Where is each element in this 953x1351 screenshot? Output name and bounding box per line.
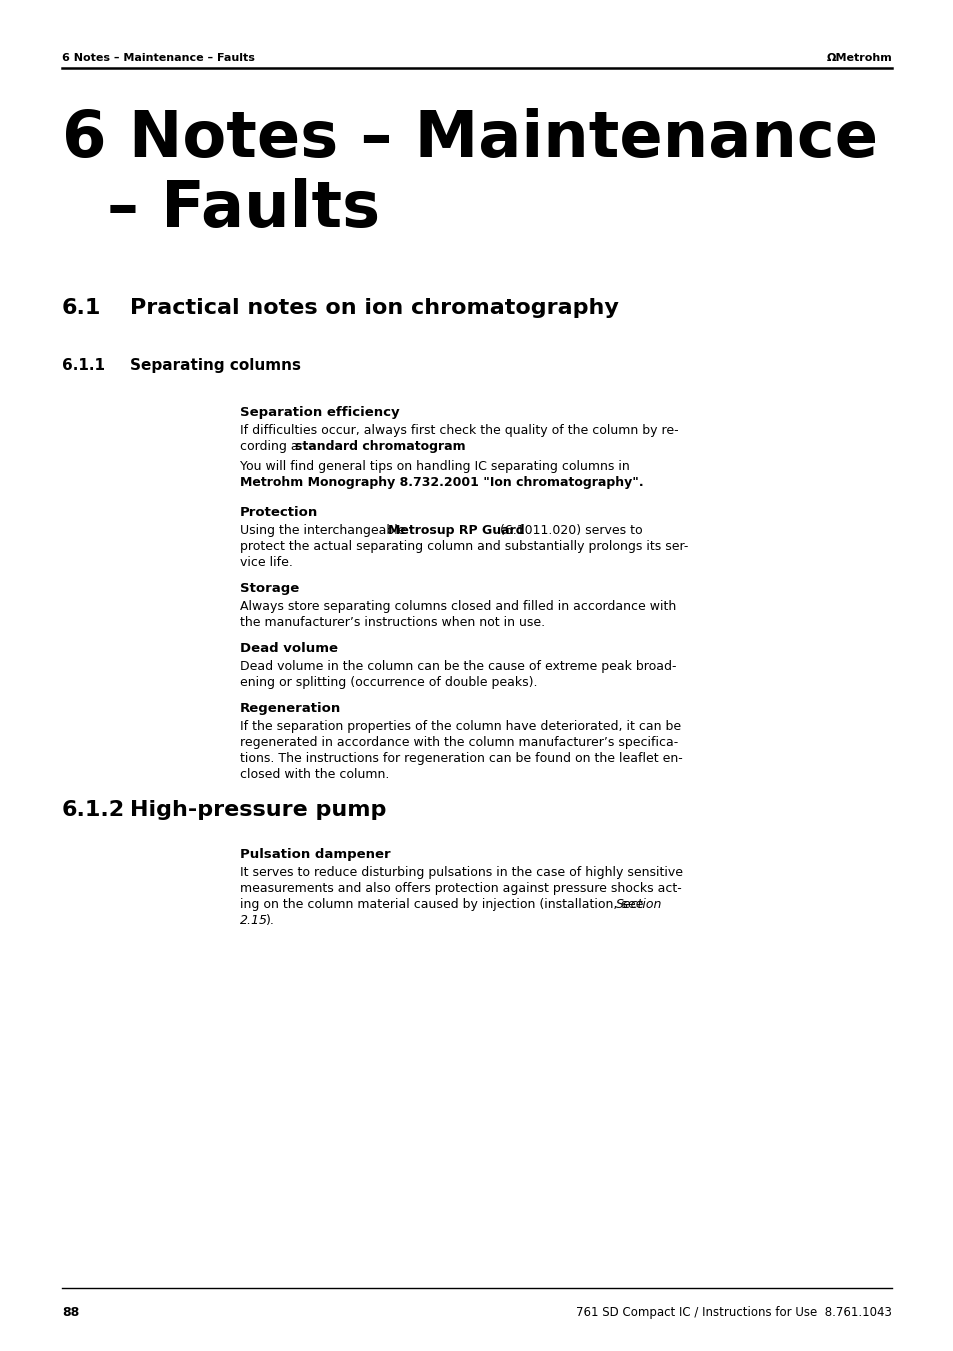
Text: .: . [433, 440, 436, 453]
Text: Always store separating columns closed and filled in accordance with: Always store separating columns closed a… [240, 600, 676, 613]
Text: It serves to reduce disturbing pulsations in the case of highly sensitive: It serves to reduce disturbing pulsation… [240, 866, 682, 880]
Text: High-pressure pump: High-pressure pump [130, 800, 386, 820]
Text: ).: ). [266, 915, 274, 927]
Text: Separating columns: Separating columns [130, 358, 301, 373]
Text: Pulsation dampener: Pulsation dampener [240, 848, 390, 861]
Text: If the separation properties of the column have deteriorated, it can be: If the separation properties of the colu… [240, 720, 680, 734]
Text: ing on the column material caused by injection (installation, see: ing on the column material caused by inj… [240, 898, 647, 911]
Text: closed with the column.: closed with the column. [240, 767, 389, 781]
Text: Metrosup RP Guard: Metrosup RP Guard [388, 524, 524, 536]
Text: Regeneration: Regeneration [240, 703, 341, 715]
Text: 88: 88 [62, 1306, 79, 1319]
Text: You will find general tips on handling IC separating columns in: You will find general tips on handling I… [240, 459, 629, 473]
Text: Protection: Protection [240, 507, 318, 519]
Text: 6.1.1: 6.1.1 [62, 358, 105, 373]
Text: 6.1: 6.1 [62, 299, 101, 317]
Text: Metrohm Monography 8.732.2001 "Ion chromatography".: Metrohm Monography 8.732.2001 "Ion chrom… [240, 476, 643, 489]
Text: 2.15: 2.15 [240, 915, 268, 927]
Text: Separation efficiency: Separation efficiency [240, 407, 399, 419]
Text: regenerated in accordance with the column manufacturer’s specifica-: regenerated in accordance with the colum… [240, 736, 678, 748]
Text: protect the actual separating column and substantially prolongs its ser-: protect the actual separating column and… [240, 540, 688, 553]
Text: (6.1011.020) serves to: (6.1011.020) serves to [496, 524, 642, 536]
Text: If difficulties occur, always first check the quality of the column by re-: If difficulties occur, always first chec… [240, 424, 678, 436]
Text: measurements and also offers protection against pressure shocks act-: measurements and also offers protection … [240, 882, 681, 894]
Text: ΩMetrohm: ΩMetrohm [825, 53, 891, 63]
Text: 6 Notes – Maintenance: 6 Notes – Maintenance [62, 108, 877, 170]
Text: Dead volume: Dead volume [240, 642, 337, 655]
Text: cording a: cording a [240, 440, 302, 453]
Text: Section: Section [616, 898, 661, 911]
Text: the manufacturer’s instructions when not in use.: the manufacturer’s instructions when not… [240, 616, 544, 630]
Text: vice life.: vice life. [240, 557, 293, 569]
Text: standard chromatogram: standard chromatogram [294, 440, 465, 453]
Text: 761 SD Compact IC / Instructions for Use  8.761.1043: 761 SD Compact IC / Instructions for Use… [576, 1306, 891, 1319]
Text: Storage: Storage [240, 582, 299, 594]
Text: 6 Notes – Maintenance – Faults: 6 Notes – Maintenance – Faults [62, 53, 254, 63]
Text: Using the interchangeable: Using the interchangeable [240, 524, 409, 536]
Text: – Faults: – Faults [107, 178, 379, 240]
Text: 6.1.2: 6.1.2 [62, 800, 125, 820]
Text: ening or splitting (occurrence of double peaks).: ening or splitting (occurrence of double… [240, 676, 537, 689]
Text: Practical notes on ion chromatography: Practical notes on ion chromatography [130, 299, 618, 317]
Text: Dead volume in the column can be the cause of extreme peak broad-: Dead volume in the column can be the cau… [240, 661, 676, 673]
Text: tions. The instructions for regeneration can be found on the leaflet en-: tions. The instructions for regeneration… [240, 753, 682, 765]
